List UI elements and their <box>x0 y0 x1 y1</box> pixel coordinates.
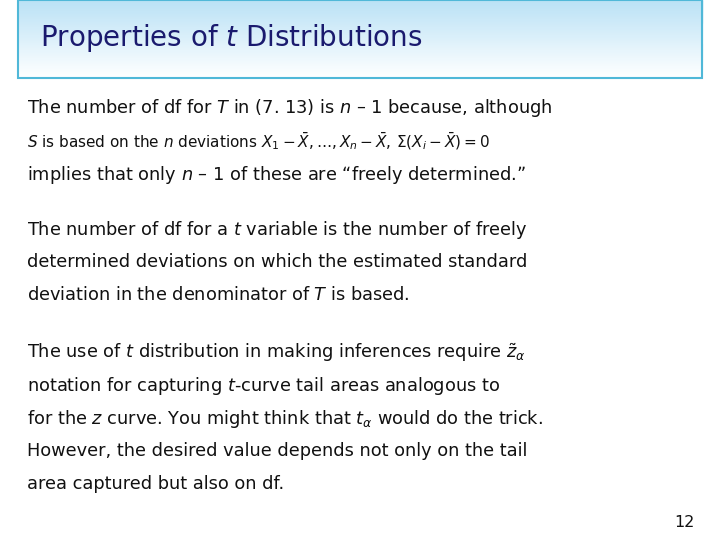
Text: Properties of $\mathit{t}$ Distributions: Properties of $\mathit{t}$ Distributions <box>40 22 422 53</box>
Bar <box>18 21 702 23</box>
Bar <box>18 49 702 50</box>
Bar <box>18 45 702 47</box>
Bar <box>18 44 702 46</box>
Text: notation for capturing $t$-curve tail areas analogous to: notation for capturing $t$-curve tail ar… <box>27 375 500 397</box>
Bar <box>18 6 702 8</box>
Text: area captured but also on df.: area captured but also on df. <box>27 475 284 493</box>
Bar <box>18 58 702 60</box>
Bar <box>18 37 702 38</box>
Bar <box>18 14 702 16</box>
Bar <box>18 43 702 44</box>
Bar <box>18 28 702 29</box>
Bar <box>18 12 702 14</box>
Bar <box>18 51 702 53</box>
Bar <box>18 59 702 60</box>
Bar <box>18 39 702 41</box>
Bar <box>18 70 702 71</box>
Bar <box>18 75 702 76</box>
Bar <box>18 1 702 2</box>
Bar <box>18 56 702 58</box>
Text: deviation in the denominator of $T$ is based.: deviation in the denominator of $T$ is b… <box>27 286 410 304</box>
Bar <box>18 2 702 3</box>
Bar <box>18 65 702 66</box>
Text: implies that only $n$ – 1 of these are “freely determined.”: implies that only $n$ – 1 of these are “… <box>27 164 526 186</box>
Bar <box>18 7 702 9</box>
Bar <box>18 13 702 15</box>
Bar <box>18 19 702 21</box>
Bar <box>18 29 702 30</box>
Bar <box>18 57 702 59</box>
Text: The number of df for $T$ in (7. 13) is $n$ – 1 because, although: The number of df for $T$ in (7. 13) is $… <box>27 97 553 119</box>
Bar <box>18 23 702 24</box>
Text: However, the desired value depends not only on the tail: However, the desired value depends not o… <box>27 442 528 460</box>
Bar <box>18 35 702 36</box>
Bar <box>18 74 702 76</box>
Bar <box>18 68 702 70</box>
Bar <box>18 3 702 5</box>
Bar <box>18 5 702 7</box>
Bar <box>18 40 702 42</box>
Bar <box>18 48 702 49</box>
Bar <box>18 15 702 17</box>
Bar <box>18 26 702 28</box>
Bar <box>18 31 702 32</box>
Bar <box>18 42 702 43</box>
Bar <box>18 8 702 10</box>
Bar <box>18 61 702 63</box>
Bar <box>18 27 702 29</box>
Bar <box>18 17 702 18</box>
Bar <box>18 33 702 34</box>
Bar <box>18 69 702 71</box>
Bar <box>18 32 702 33</box>
Bar <box>18 71 702 72</box>
Bar <box>18 49 702 51</box>
Bar <box>18 52 702 54</box>
Bar <box>18 38 702 39</box>
Text: The use of $t$ distribution in making inferences require $\tilde{z}_\alpha$: The use of $t$ distribution in making in… <box>27 341 526 364</box>
Bar <box>18 67 702 69</box>
Bar <box>18 9 702 11</box>
Bar <box>18 60 702 62</box>
Bar <box>18 10 702 12</box>
Bar <box>18 54 702 56</box>
Bar <box>18 46 702 48</box>
Bar <box>18 50 702 52</box>
Bar <box>18 62 702 64</box>
Bar <box>18 30 702 31</box>
Bar <box>18 55 702 57</box>
Bar <box>18 77 702 78</box>
Text: 12: 12 <box>675 515 695 530</box>
Bar <box>18 25 702 26</box>
Bar <box>18 72 702 73</box>
Bar <box>18 24 702 25</box>
Bar <box>18 18 702 19</box>
Bar <box>18 66 702 68</box>
Bar <box>18 53 702 55</box>
Bar <box>18 2 702 4</box>
Bar <box>18 33 702 35</box>
Text: determined deviations on which the estimated standard: determined deviations on which the estim… <box>27 253 528 271</box>
Text: for the $z$ curve. You might think that $t_\alpha$ would do the trick.: for the $z$ curve. You might think that … <box>27 408 544 430</box>
Text: The number of df for a $t$ variable is the number of freely: The number of df for a $t$ variable is t… <box>27 219 528 241</box>
Bar <box>18 76 702 77</box>
Text: $S$ is based on the $n$ deviations $X_1 - \bar{X}, \ldots, X_n - \bar{X},\, \Sig: $S$ is based on the $n$ deviations $X_1 … <box>27 131 490 152</box>
Bar <box>18 16 702 18</box>
Bar <box>18 0 702 1</box>
Bar <box>18 44 702 45</box>
Bar <box>18 0 702 78</box>
Bar <box>18 64 702 65</box>
Bar <box>18 39 702 40</box>
Bar <box>18 73 702 75</box>
Bar <box>18 20 702 22</box>
Bar <box>18 4 702 6</box>
Bar <box>18 11 702 13</box>
Bar <box>18 63 702 65</box>
Bar <box>18 36 702 37</box>
Bar <box>18 22 702 23</box>
